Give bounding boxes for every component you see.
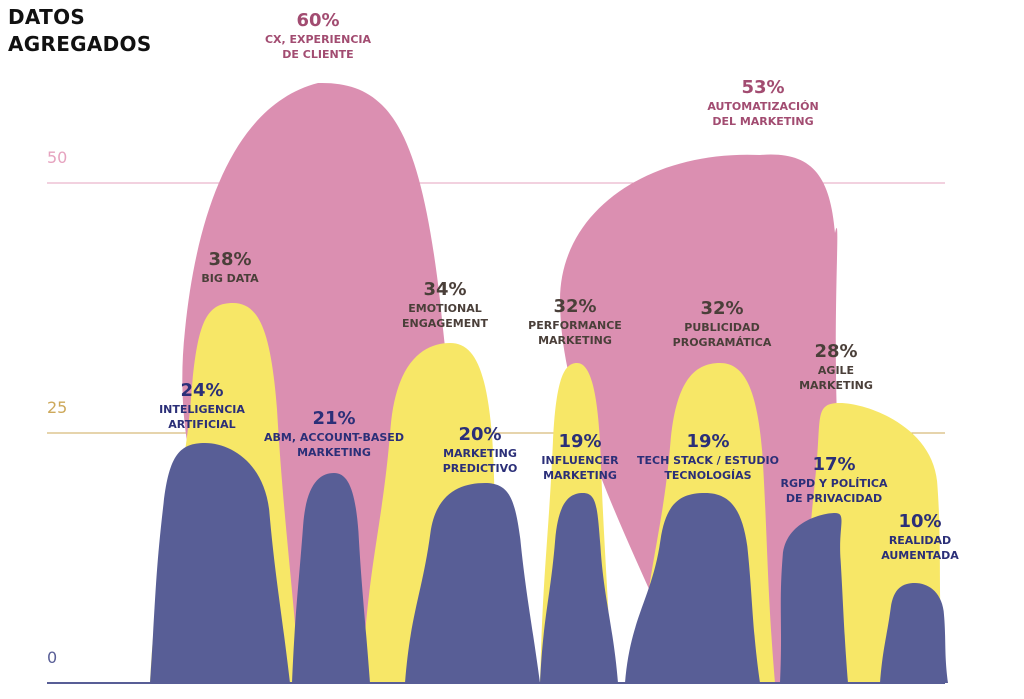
- shape-predictivo: [405, 483, 540, 683]
- value-label-ar: 10%: [898, 511, 941, 532]
- category-label-auto-1: DEL MARKETING: [712, 115, 813, 128]
- value-label-performance: 32%: [553, 296, 596, 317]
- category-label-emotional-1: ENGAGEMENT: [402, 317, 488, 330]
- category-label-performance-1: MARKETING: [538, 334, 612, 347]
- category-label-emotional-0: EMOTIONAL: [408, 302, 482, 315]
- category-label-ar-0: REALIDAD: [889, 534, 951, 547]
- category-label-auto-0: AUTOMATIZACIÓN: [707, 100, 818, 113]
- category-label-ia-0: INTELIGENCIA: [159, 403, 245, 416]
- shape-ia: [150, 443, 290, 683]
- category-label-influencer-0: INFLUENCER: [541, 454, 619, 467]
- category-label-cx-0: CX, EXPERIENCIA: [265, 33, 372, 46]
- y-tick-label-50: 50: [47, 148, 67, 167]
- y-tick-label-25: 25: [47, 398, 67, 417]
- value-label-agile: 28%: [814, 341, 857, 362]
- category-label-influencer-1: MARKETING: [543, 469, 617, 482]
- value-label-auto: 53%: [741, 77, 784, 98]
- navy-shapes: [150, 443, 948, 683]
- value-label-abm: 21%: [312, 408, 355, 429]
- category-label-agile-1: MARKETING: [799, 379, 873, 392]
- y-axis-ticks: 50 25 0: [47, 148, 67, 667]
- category-label-techstack-0: TECH STACK / ESTUDIO: [637, 454, 779, 467]
- value-label-cx: 60%: [296, 10, 339, 31]
- category-label-rgpd-1: DE PRIVACIDAD: [786, 492, 882, 505]
- value-label-techstack: 19%: [686, 431, 729, 452]
- category-label-ia-1: ARTIFICIAL: [168, 418, 235, 431]
- category-label-techstack-1: TECNOLOGÍAS: [664, 469, 751, 482]
- category-label-rgpd-0: RGPD Y POLÍTICA: [780, 477, 888, 490]
- value-label-programatica: 32%: [700, 298, 743, 319]
- data-labels: 60% CX, EXPERIENCIA DE CLIENTE 53% AUTOMATIZ…: [159, 10, 959, 562]
- chart-title-line-1: DATOS: [8, 5, 86, 29]
- value-label-bigdata: 38%: [208, 249, 251, 270]
- chart-title: DATOS AGREGADOS: [8, 4, 152, 58]
- category-label-ar-1: AUMENTADA: [881, 549, 959, 562]
- category-label-agile-0: AGILE: [818, 364, 854, 377]
- category-label-cx-1: DE CLIENTE: [282, 48, 353, 61]
- value-label-predictivo: 20%: [458, 424, 501, 445]
- category-label-performance-0: PERFORMANCE: [528, 319, 622, 332]
- shape-techstack: [625, 493, 760, 683]
- shape-rgpd: [780, 513, 848, 683]
- value-label-ia: 24%: [180, 380, 223, 401]
- category-label-programatica-0: PUBLICIDAD: [684, 321, 759, 334]
- value-label-influencer: 19%: [558, 431, 601, 452]
- shape-ar: [880, 583, 948, 683]
- category-label-programatica-1: PROGRAMÁTICA: [673, 336, 772, 349]
- category-label-predictivo-0: MARKETING: [443, 447, 517, 460]
- chart-title-line-2: AGREGADOS: [8, 32, 152, 56]
- value-label-emotional: 34%: [423, 279, 466, 300]
- value-label-rgpd: 17%: [812, 454, 855, 475]
- shape-abm: [292, 473, 370, 683]
- category-label-predictivo-1: PREDICTIVO: [443, 462, 518, 475]
- category-label-bigdata-0: BIG DATA: [201, 272, 259, 285]
- shape-influencer: [540, 493, 618, 683]
- category-label-abm-1: MARKETING: [297, 446, 371, 459]
- category-label-abm-0: ABM, ACCOUNT-BASED: [264, 431, 404, 444]
- y-tick-label-0: 0: [47, 648, 57, 667]
